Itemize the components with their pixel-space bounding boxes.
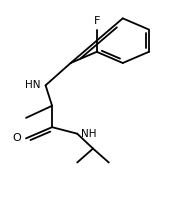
Text: HN: HN (25, 80, 41, 90)
Text: O: O (13, 133, 21, 143)
Text: NH: NH (81, 129, 96, 139)
Text: F: F (94, 16, 100, 26)
